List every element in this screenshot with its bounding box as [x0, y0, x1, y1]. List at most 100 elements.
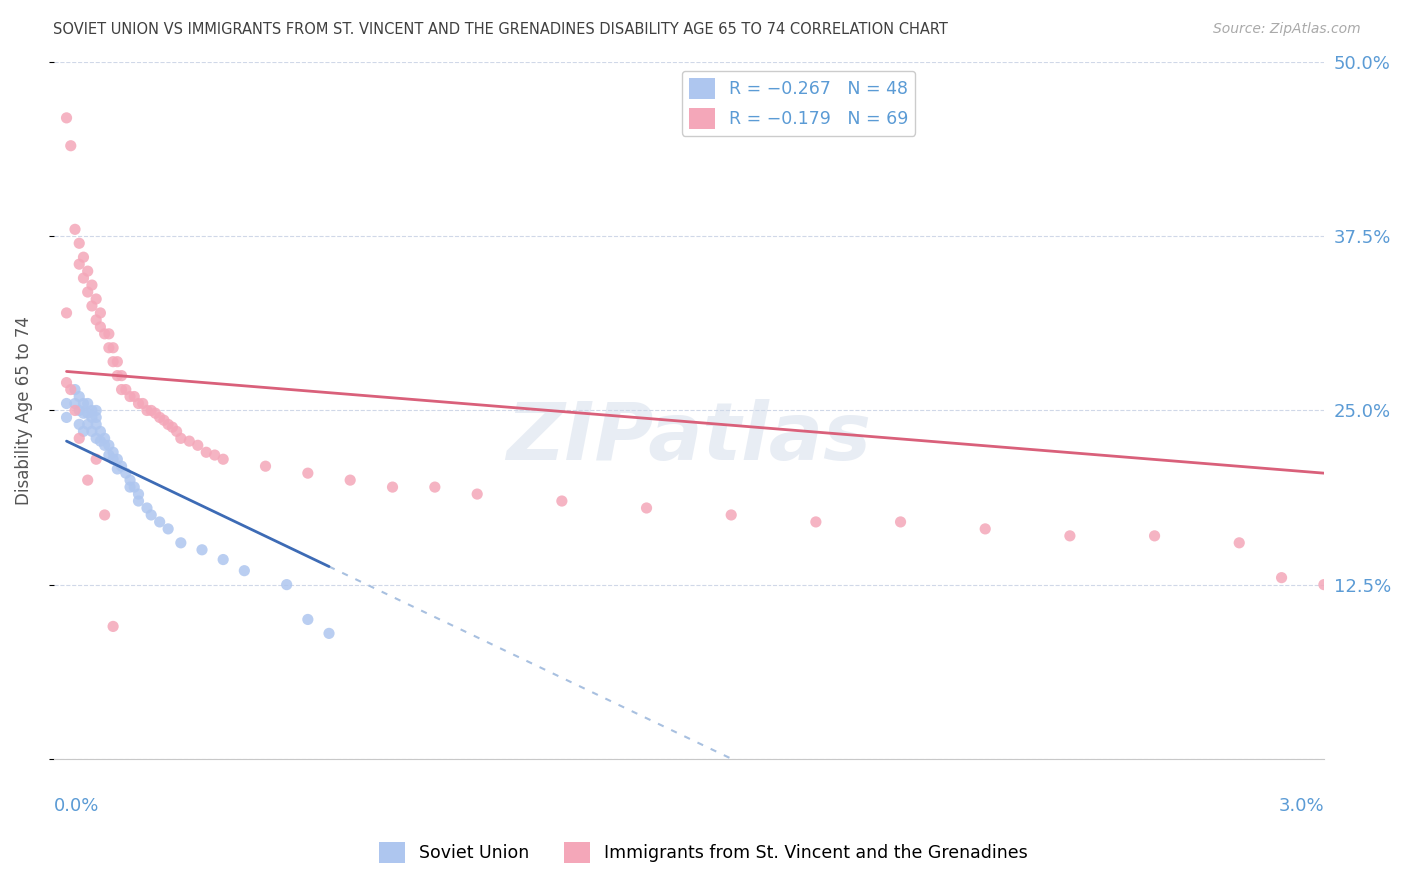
Point — [84, 403, 107, 417]
Point — [297, 466, 319, 480]
Point — [118, 390, 141, 404]
Point — [63, 403, 86, 417]
Point — [76, 264, 98, 278]
Point — [101, 445, 124, 459]
Point — [122, 390, 145, 404]
Text: ZIPatlas: ZIPatlas — [506, 400, 872, 477]
Point — [84, 410, 107, 425]
Point — [212, 552, 235, 566]
Point — [191, 542, 214, 557]
Text: 0.0%: 0.0% — [53, 797, 100, 815]
Point — [128, 396, 150, 410]
Text: SOVIET UNION VS IMMIGRANTS FROM ST. VINCENT AND THE GRENADINES DISABILITY AGE 65: SOVIET UNION VS IMMIGRANTS FROM ST. VINC… — [53, 22, 948, 37]
Point — [63, 222, 86, 236]
Point — [136, 403, 159, 417]
Point — [72, 271, 94, 285]
Point — [297, 612, 319, 626]
Point — [136, 500, 159, 515]
Point — [55, 306, 77, 320]
Point — [105, 462, 128, 476]
Point — [97, 438, 120, 452]
Point — [204, 448, 226, 462]
Point — [67, 403, 90, 417]
Point — [55, 376, 77, 390]
Point — [72, 406, 94, 420]
Point — [89, 425, 111, 439]
Point — [318, 626, 340, 640]
Point — [63, 396, 86, 410]
Point — [76, 473, 98, 487]
Point — [67, 417, 90, 432]
Point — [72, 396, 94, 410]
Point — [110, 459, 132, 474]
Point — [145, 406, 167, 420]
Point — [720, 508, 742, 522]
Point — [128, 494, 150, 508]
Point — [84, 313, 107, 327]
Point — [110, 383, 132, 397]
Point — [67, 390, 90, 404]
Point — [166, 425, 188, 439]
Point — [974, 522, 997, 536]
Point — [804, 515, 827, 529]
Point — [76, 396, 98, 410]
Point — [76, 406, 98, 420]
Point — [55, 396, 77, 410]
Point — [157, 522, 180, 536]
Point — [423, 480, 446, 494]
Point — [1059, 529, 1081, 543]
Point — [59, 383, 82, 397]
Point — [157, 417, 180, 432]
Point — [55, 111, 77, 125]
Legend: Soviet Union, Immigrants from St. Vincent and the Grenadines: Soviet Union, Immigrants from St. Vincen… — [371, 835, 1035, 870]
Point — [636, 500, 658, 515]
Point — [93, 326, 115, 341]
Point — [128, 487, 150, 501]
Point — [122, 480, 145, 494]
Text: Source: ZipAtlas.com: Source: ZipAtlas.com — [1213, 22, 1361, 37]
Point — [551, 494, 574, 508]
Point — [1143, 529, 1166, 543]
Point — [233, 564, 256, 578]
Point — [97, 326, 120, 341]
Point — [80, 425, 103, 439]
Point — [105, 452, 128, 467]
Point — [76, 417, 98, 432]
Point — [890, 515, 912, 529]
Point — [97, 448, 120, 462]
Point — [89, 434, 111, 449]
Point — [84, 292, 107, 306]
Point — [67, 431, 90, 445]
Point — [80, 403, 103, 417]
Point — [141, 403, 163, 417]
Point — [195, 445, 218, 459]
Legend: R = −0.267   N = 48, R = −0.179   N = 69: R = −0.267 N = 48, R = −0.179 N = 69 — [682, 70, 915, 136]
Point — [381, 480, 404, 494]
Text: 3.0%: 3.0% — [1278, 797, 1324, 815]
Y-axis label: Disability Age 65 to 74: Disability Age 65 to 74 — [15, 316, 32, 505]
Point — [118, 473, 141, 487]
Point — [55, 410, 77, 425]
Point — [141, 508, 163, 522]
Point — [187, 438, 209, 452]
Point — [76, 285, 98, 299]
Point — [162, 420, 184, 434]
Point — [67, 257, 90, 271]
Point — [118, 480, 141, 494]
Point — [1313, 577, 1336, 591]
Point — [114, 383, 136, 397]
Point — [59, 138, 82, 153]
Point — [67, 236, 90, 251]
Point — [89, 319, 111, 334]
Point — [84, 431, 107, 445]
Point — [212, 452, 235, 467]
Point — [101, 619, 124, 633]
Point — [149, 410, 172, 425]
Point — [93, 431, 115, 445]
Point — [97, 341, 120, 355]
Point — [101, 354, 124, 368]
Point — [84, 417, 107, 432]
Point — [101, 452, 124, 467]
Point — [114, 466, 136, 480]
Point — [254, 459, 277, 474]
